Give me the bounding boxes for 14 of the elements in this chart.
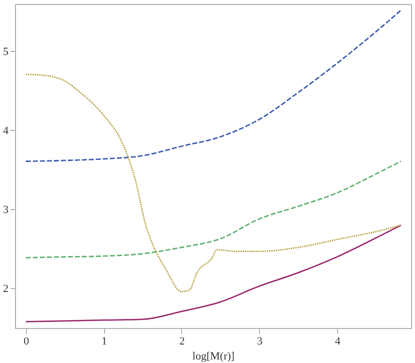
x-axis-title: log[M(r)] [192, 350, 235, 362]
x-tick-label: 4 [334, 336, 341, 348]
line-series [25, 160, 402, 258]
x-tick-label: 0 [24, 336, 30, 348]
y-tick-label: 2 [3, 282, 8, 295]
line-series [25, 10, 402, 162]
x-tick-label: 1 [101, 336, 107, 348]
y-tick-label: 4 [3, 124, 9, 137]
y-tick-label: 3 [3, 204, 9, 216]
line-series [25, 224, 402, 322]
x-tick-label: 3 [257, 336, 264, 348]
y-tick-label: 5 [3, 46, 9, 58]
x-tick-label: 2 [179, 336, 185, 348]
line-series [25, 74, 402, 292]
